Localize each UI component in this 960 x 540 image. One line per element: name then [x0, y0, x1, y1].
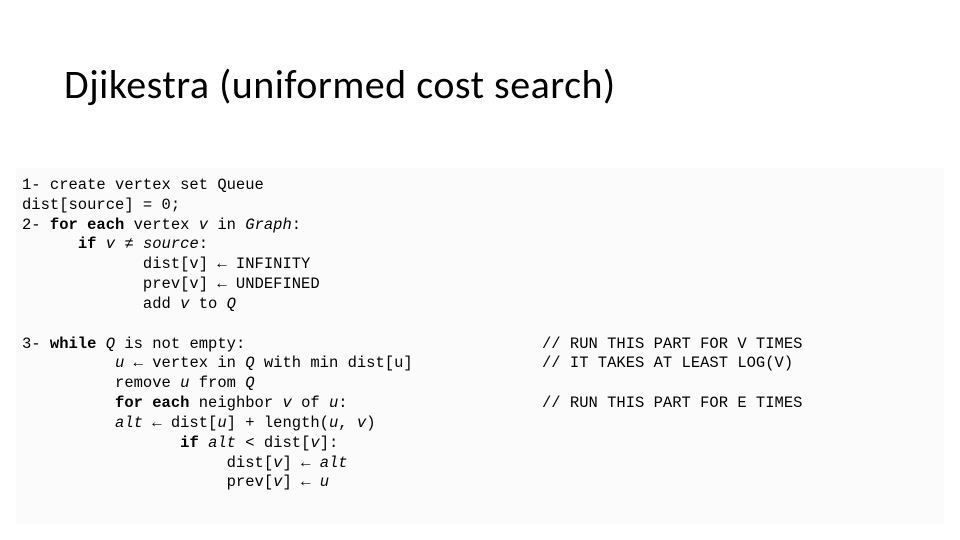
code-var: Q [227, 295, 236, 313]
code-line: if v ≠ source: [22, 235, 938, 255]
code-text [22, 434, 180, 452]
code-text: , [338, 414, 357, 432]
code-var: u [329, 394, 338, 412]
code-text: prev[ [22, 473, 273, 491]
code-var: alt [320, 454, 348, 472]
code-text: neighbor [189, 394, 282, 412]
code-var: Q [245, 354, 254, 372]
code-text: dist[source] = 0; [22, 196, 180, 214]
code-line: remove u from Q [22, 374, 938, 394]
code-var: v [106, 235, 115, 253]
code-text: ← dist[ [143, 414, 217, 432]
code-text [22, 354, 115, 372]
code-var: v [357, 414, 366, 432]
code-line: alt ← dist[u] + length(u, v) [22, 414, 938, 434]
code-line: prev[v] ← u [22, 473, 938, 493]
code-text: prev[v] ← UNDEFINED [22, 275, 320, 293]
code-var: u [320, 473, 329, 491]
code-keyword: if [180, 434, 199, 452]
code-text: 2- [22, 216, 50, 234]
code-var: Q [106, 335, 115, 353]
code-var: u [329, 414, 338, 432]
code-text: remove [22, 374, 180, 392]
code-var: Graph [245, 216, 292, 234]
code-text [96, 235, 105, 253]
code-text: 1- create vertex set Queue [22, 176, 264, 194]
code-line: for each neighbor v of u: // RUN THIS PA… [22, 394, 938, 414]
code-keyword: for each [115, 394, 189, 412]
code-text: : [338, 394, 347, 412]
code-line: 3- while Q is not empty: // RUN THIS PAR… [22, 335, 938, 355]
code-text: dist[v] ← INFINITY [22, 255, 310, 273]
code-line: dist[source] = 0; [22, 196, 938, 216]
code-text [22, 235, 78, 253]
code-keyword: for each [50, 216, 124, 234]
code-text: with min dist[u] [255, 354, 413, 372]
code-line: 2- for each vertex v in Graph: [22, 216, 938, 236]
code-line: add v to Q [22, 295, 938, 315]
code-keyword: while [50, 335, 97, 353]
code-text: ) [366, 414, 375, 432]
code-var: v [282, 394, 291, 412]
code-text [96, 335, 105, 353]
code-text: to [189, 295, 226, 313]
code-text: 3- [22, 335, 50, 353]
code-text: ] + length( [227, 414, 329, 432]
code-comment: // RUN THIS PART FOR V TIMES [542, 335, 802, 353]
code-text: ]: [320, 434, 339, 452]
code-line: if alt < dist[v]: [22, 434, 938, 454]
code-line: dist[v] ← alt [22, 454, 938, 474]
code-var: u [217, 414, 226, 432]
code-comment: // RUN THIS PART FOR E TIMES [542, 394, 802, 412]
code-line: 1- create vertex set Queue [22, 176, 938, 196]
code-comment: // IT TAKES AT LEAST LOG(V) [542, 354, 793, 372]
slide: Djikestra (uniformed cost search) 1- cre… [0, 0, 960, 540]
code-var: alt [208, 434, 236, 452]
code-text: : [199, 235, 208, 253]
code-text: ] ← [282, 473, 319, 491]
code-var: source [143, 235, 199, 253]
code-text [22, 315, 31, 333]
code-var: v [310, 434, 319, 452]
code-var: v [199, 216, 208, 234]
code-text: : [292, 216, 301, 234]
code-var: Q [245, 374, 254, 392]
code-text [199, 434, 208, 452]
page-title: Djikestra (uniformed cost search) [64, 60, 616, 109]
code-text: < dist[ [236, 434, 310, 452]
code-text: ← vertex in [124, 354, 245, 372]
code-line: prev[v] ← UNDEFINED [22, 275, 938, 295]
code-keyword: if [78, 235, 97, 253]
code-var: alt [115, 414, 143, 432]
code-var: u [115, 354, 124, 372]
code-text: ≠ [115, 235, 143, 253]
code-line: u ← vertex in Q with min dist[u] // IT T… [22, 354, 938, 374]
code-line: dist[v] ← INFINITY [22, 255, 938, 275]
code-text: is not empty: [115, 335, 245, 353]
code-text: dist[ [22, 454, 273, 472]
code-text: vertex [124, 216, 198, 234]
code-text [22, 394, 115, 412]
code-text [22, 414, 115, 432]
code-text: ] ← [282, 454, 319, 472]
code-text: in [208, 216, 245, 234]
code-text: from [189, 374, 245, 392]
code-text: of [292, 394, 329, 412]
code-text: add [22, 295, 180, 313]
code-block: 1- create vertex set Queue dist[source] … [16, 168, 944, 524]
code-line [22, 315, 938, 335]
